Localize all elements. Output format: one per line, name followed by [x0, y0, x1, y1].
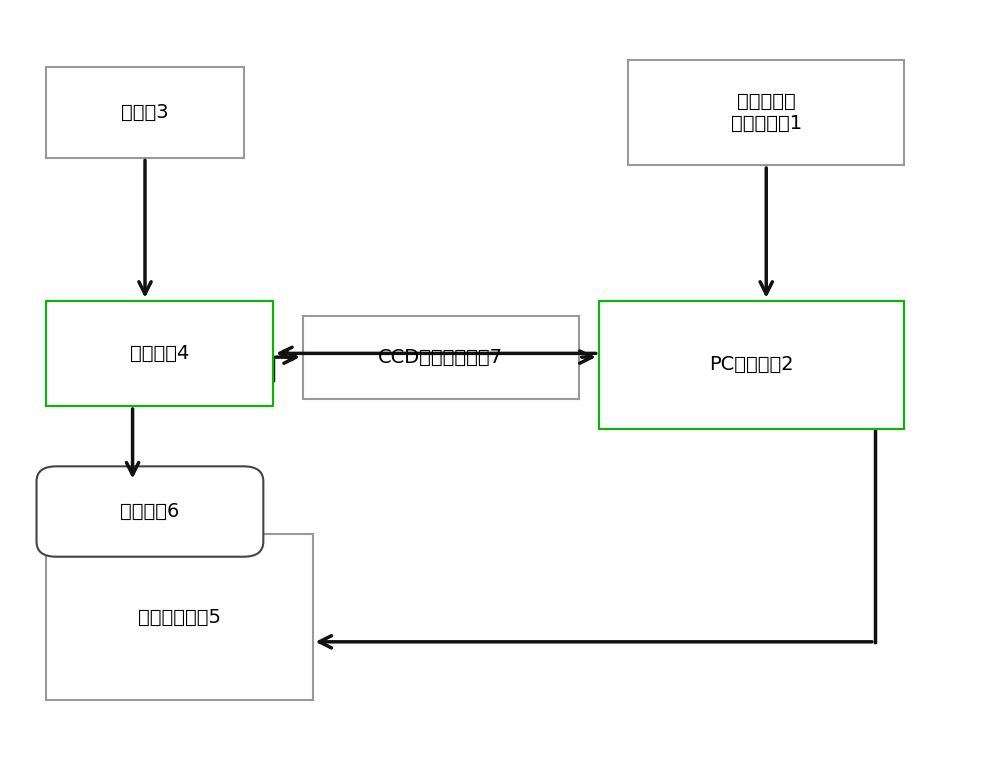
Bar	[46, 301, 273, 406]
Bar	[599, 301, 904, 429]
Text: 分光系统4: 分光系统4	[130, 344, 189, 363]
Text: PC控制中心2: PC控制中心2	[709, 355, 794, 374]
Bar	[628, 60, 904, 165]
FancyBboxPatch shape	[37, 466, 263, 557]
Text: 激光器3: 激光器3	[121, 103, 169, 122]
Bar	[46, 67, 244, 157]
Text: 图像采集数
据处理模块1: 图像采集数 据处理模块1	[731, 92, 802, 133]
Text: CCD显微成像系统7: CCD显微成像系统7	[378, 347, 503, 367]
Bar	[303, 316, 579, 399]
Text: 三维打印平台5: 三维打印平台5	[138, 607, 221, 627]
Text: 打印材料6: 打印材料6	[120, 502, 180, 521]
Bar	[46, 534, 313, 700]
